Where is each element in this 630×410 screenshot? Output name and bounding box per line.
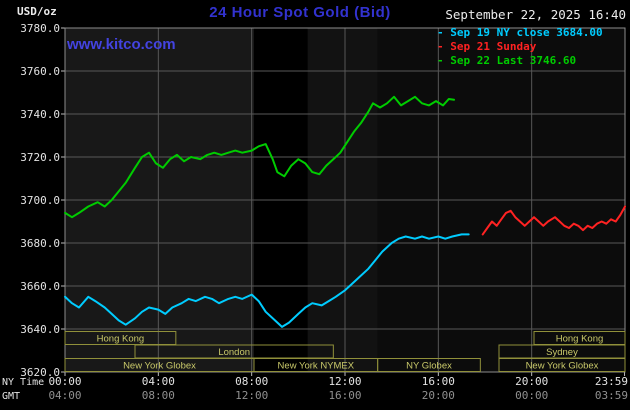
x-tick-label-ny: 08:00 [235,375,268,388]
gmt-axis-label: GMT [2,391,20,402]
x-tick-label-gmt: 12:00 [235,389,268,402]
price-units-label: USD/oz [17,5,57,18]
x-tick-label-ny: 00:00 [48,375,81,388]
session-box [377,358,481,372]
x-tick-label-ny: 23:59 [595,375,628,388]
x-tick-label-gmt: 04:00 [48,389,81,402]
legend-item-sep22-last: - Sep 22 Last 3746.60 [437,54,577,67]
datetime-label: September 22, 2025 16:40 [445,7,626,22]
x-tick-label-gmt: 03:59 [595,389,628,402]
y-tick-label: 3720.0 [20,151,60,164]
x-tick-label-gmt: 08:00 [142,389,175,402]
series-line-sep21 [481,205,626,236]
x-tick-label-ny: 20:00 [515,375,548,388]
session-label: New York Globex [123,361,196,372]
x-tick-label-gmt: 00:00 [515,389,548,402]
series-line-sep22 [64,95,455,219]
session-label: Hong Kong [556,334,604,345]
x-tick-label-ny: 12:00 [328,375,361,388]
legend-item-sep19-close: - Sep 19 NY close 3684.00 [437,26,603,39]
chart-title: 24 Hour Spot Gold (Bid) [209,4,391,21]
x-tick-label-ny: 04:00 [142,375,175,388]
ny-time-axis-label: NY Time [2,377,44,388]
x-tick-label-ny: 16:00 [422,375,455,388]
y-tick-label: 3780.0 [20,22,60,35]
session-box [498,358,626,372]
legend-item-sep21-sunday: - Sep 21 Sunday [437,40,537,53]
y-tick-label: 3640.0 [20,323,60,336]
session-label: New York Globex [526,361,599,372]
session-box [64,331,177,345]
session-label: New York NYMEX [278,361,355,372]
series-line-sep19 [64,233,470,328]
y-tick-label: 3760.0 [20,65,60,78]
session-label: NY Globex [406,361,452,372]
x-tick-label-gmt: 16:00 [328,389,361,402]
session-label: London [218,347,250,358]
y-tick-label: 3620.0 [20,366,60,379]
y-tick-label: 3700.0 [20,194,60,207]
y-tick-label: 3660.0 [20,280,60,293]
legend: - Sep 19 NY close 3684.00 - Sep 21 Sunda… [437,26,603,68]
kitco-watermark-link[interactable]: www.kitco.com [67,36,176,53]
y-tick-label: 3680.0 [20,237,60,250]
x-tick-label-gmt: 20:00 [422,389,455,402]
session-label: Hong Kong [97,334,145,345]
y-tick-label: 3740.0 [20,108,60,121]
session-label: Sydney [546,347,578,358]
